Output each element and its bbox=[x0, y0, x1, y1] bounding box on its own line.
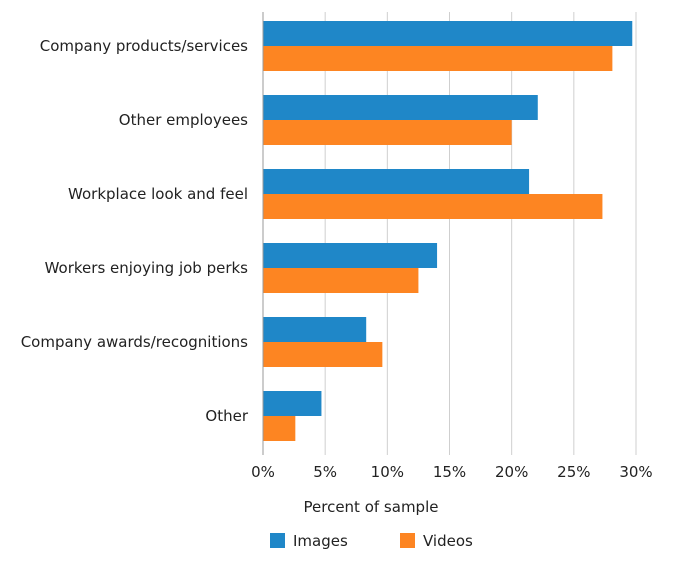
bar-videos[interactable] bbox=[263, 194, 603, 219]
bar-images[interactable] bbox=[263, 169, 530, 194]
x-tick-label: 5% bbox=[313, 463, 337, 481]
category-label: Workplace look and feel bbox=[68, 185, 248, 203]
x-tick-label: 30% bbox=[619, 463, 652, 481]
x-tick-label: 25% bbox=[557, 463, 590, 481]
legend-label-images: Images bbox=[293, 532, 348, 550]
x-tick-label: 10% bbox=[371, 463, 404, 481]
bar-images[interactable] bbox=[263, 317, 367, 342]
grid-lines bbox=[324, 12, 637, 455]
x-axis-title: Percent of sample bbox=[304, 498, 439, 516]
legend[interactable]: Images Videos bbox=[270, 532, 473, 550]
category-label: Company products/services bbox=[40, 37, 248, 55]
bar-videos[interactable] bbox=[263, 268, 419, 293]
category-label: Other bbox=[205, 407, 248, 425]
category-labels: Company products/services Other employees… bbox=[21, 37, 249, 425]
bar-videos[interactable] bbox=[263, 342, 383, 367]
legend-label-videos: Videos bbox=[423, 532, 473, 550]
bars bbox=[263, 21, 633, 441]
bar-videos[interactable] bbox=[263, 416, 296, 441]
bar-videos[interactable] bbox=[263, 120, 512, 145]
category-label: Other employees bbox=[119, 111, 248, 129]
x-tick-label: 0% bbox=[251, 463, 275, 481]
bar-images[interactable] bbox=[263, 243, 438, 268]
category-label: Workers enjoying job perks bbox=[45, 259, 249, 277]
x-tick-labels: 0% 5% 10% 15% 20% 25% 30% bbox=[251, 463, 653, 481]
x-tick-label: 20% bbox=[495, 463, 528, 481]
bar-images[interactable] bbox=[263, 21, 633, 46]
x-tick-label: 15% bbox=[433, 463, 466, 481]
bar-images[interactable] bbox=[263, 95, 538, 120]
category-label: Company awards/recognitions bbox=[21, 333, 248, 351]
legend-swatch-videos bbox=[400, 533, 415, 548]
bar-images[interactable] bbox=[263, 391, 322, 416]
bar-videos[interactable] bbox=[263, 46, 613, 71]
legend-swatch-images bbox=[270, 533, 285, 548]
